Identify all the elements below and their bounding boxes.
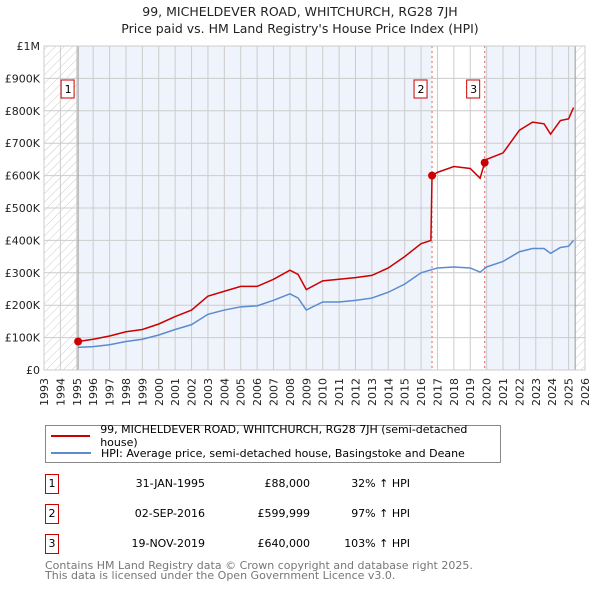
sale-marker-3: [480, 158, 489, 167]
x-tick-label: 2019: [464, 378, 477, 406]
y-tick-label: £200K: [5, 299, 41, 312]
y-tick-label: £1M: [17, 40, 41, 53]
x-tick-label: 1997: [104, 378, 117, 406]
x-tick-label: 2017: [431, 378, 444, 406]
x-tick-label: 2008: [284, 378, 297, 406]
x-tick-label: 1994: [54, 378, 67, 406]
sale-row: 3 19-NOV-2019 £640,000 103% ↑ HPI: [45, 534, 505, 556]
sale-badge-label: 3: [470, 83, 477, 96]
x-tick-label: 2016: [415, 378, 428, 406]
legend-swatch-red: [51, 435, 91, 437]
y-tick-label: £100K: [5, 332, 41, 345]
chart-subtitle: Price paid vs. HM Land Registry's House …: [121, 21, 479, 36]
sale-hpi-change: 97% ↑ HPI: [351, 507, 410, 520]
y-tick-label: £900K: [5, 72, 41, 85]
x-tick-label: 1998: [120, 378, 133, 406]
plot-border: [43, 45, 586, 371]
sale-hpi-change: 32% ↑ HPI: [351, 477, 410, 490]
y-tick-label: £600K: [5, 170, 41, 183]
x-tick-label: 1999: [136, 378, 149, 406]
x-tick-label: 2004: [218, 378, 231, 406]
x-tick-label: 2025: [563, 378, 576, 406]
x-tick-label: 2002: [186, 378, 199, 406]
x-tick-label: 2007: [268, 378, 281, 406]
sale-badge-2: [413, 79, 428, 99]
x-tick-label: 1996: [87, 378, 100, 406]
x-tick-label: 2013: [366, 378, 379, 406]
y-tick-label: £0: [26, 364, 40, 377]
x-tick-label: 2014: [382, 378, 395, 406]
sale-badge-1: [60, 79, 75, 99]
y-tick-label: £400K: [5, 234, 41, 247]
x-tick-label: 2000: [153, 378, 166, 406]
sale-price: £88,000: [264, 477, 311, 490]
property-price-line: [77, 107, 575, 343]
sale-price: £640,000: [257, 537, 311, 550]
legend-item-hpi: HPI: Average price, semi-detached house,…: [51, 445, 465, 461]
x-tick-label: 2022: [513, 378, 526, 406]
legend-label: HPI: Average price, semi-detached house,…: [101, 446, 465, 460]
x-tick-label: 2021: [497, 378, 510, 406]
sale-badge-label: 1: [65, 83, 72, 96]
sale-row: 1 31-JAN-1995 £88,000 32% ↑ HPI: [45, 474, 505, 496]
y-tick-label: £500K: [5, 202, 41, 215]
x-tick-label: 2023: [530, 378, 543, 406]
x-tick-label: 2003: [202, 378, 215, 406]
x-tick-label: 1995: [71, 378, 84, 406]
legend-item-property: 99, MICHELDEVER ROAD, WHITCHURCH, RG28 7…: [51, 423, 500, 449]
plot-area: 1993 1994 1995 1996 1997 1998 1999 2000 2001 2002…: [5, 40, 592, 406]
sale-date: 31-JAN-1995: [135, 477, 205, 490]
x-tick-label: 2011: [333, 378, 346, 406]
legend-swatch-blue: [51, 452, 91, 454]
x-tick-label: 1993: [38, 378, 51, 406]
legend: 99, MICHELDEVER ROAD, WHITCHURCH, RG28 7…: [45, 423, 501, 463]
footer-line-1: Contains HM Land Registry data © Crown c…: [45, 559, 473, 572]
y-tick-label: £300K: [5, 267, 41, 280]
x-tick-label: 2009: [300, 378, 313, 406]
x-tick-label: 2015: [399, 378, 412, 406]
sale-date: 02-SEP-2016: [134, 507, 205, 520]
x-tick-label: 2020: [481, 378, 494, 406]
sale-row: 2 02-SEP-2016 £599,999 97% ↑ HPI: [45, 504, 505, 526]
sale-price: £599,999: [257, 507, 311, 520]
footer-line-2: This data is licensed under the Open Gov…: [45, 569, 396, 582]
sale-badge: 2: [45, 504, 59, 524]
hpi-line: [78, 239, 575, 349]
sale-marker-1: [74, 337, 83, 346]
x-tick-label: 2024: [546, 378, 559, 406]
sale-badge: 3: [45, 534, 59, 554]
sale-date: 19-NOV-2019: [131, 537, 205, 550]
x-tick-label: 2005: [235, 378, 248, 406]
x-tick-label: 2018: [448, 378, 461, 406]
x-tick-label: 2001: [169, 378, 182, 406]
sale-badge: 1: [45, 474, 59, 494]
sale-badge-label: 2: [418, 83, 425, 96]
sale-badge-3: [466, 79, 481, 99]
x-tick-label: 2012: [349, 378, 362, 406]
x-tick-label: 2026: [579, 378, 592, 406]
y-tick-label: £800K: [5, 105, 41, 118]
x-tick-label: 2010: [317, 378, 330, 406]
sale-marker-2: [428, 171, 437, 180]
sale-hpi-change: 103% ↑ HPI: [344, 537, 410, 550]
x-tick-label: 2006: [251, 378, 264, 406]
y-tick-label: £700K: [5, 137, 41, 150]
chart-title: 99, MICHELDEVER ROAD, WHITCHURCH, RG28 7…: [142, 4, 458, 19]
legend-label: 99, MICHELDEVER ROAD, WHITCHURCH, RG28 7…: [100, 423, 468, 449]
